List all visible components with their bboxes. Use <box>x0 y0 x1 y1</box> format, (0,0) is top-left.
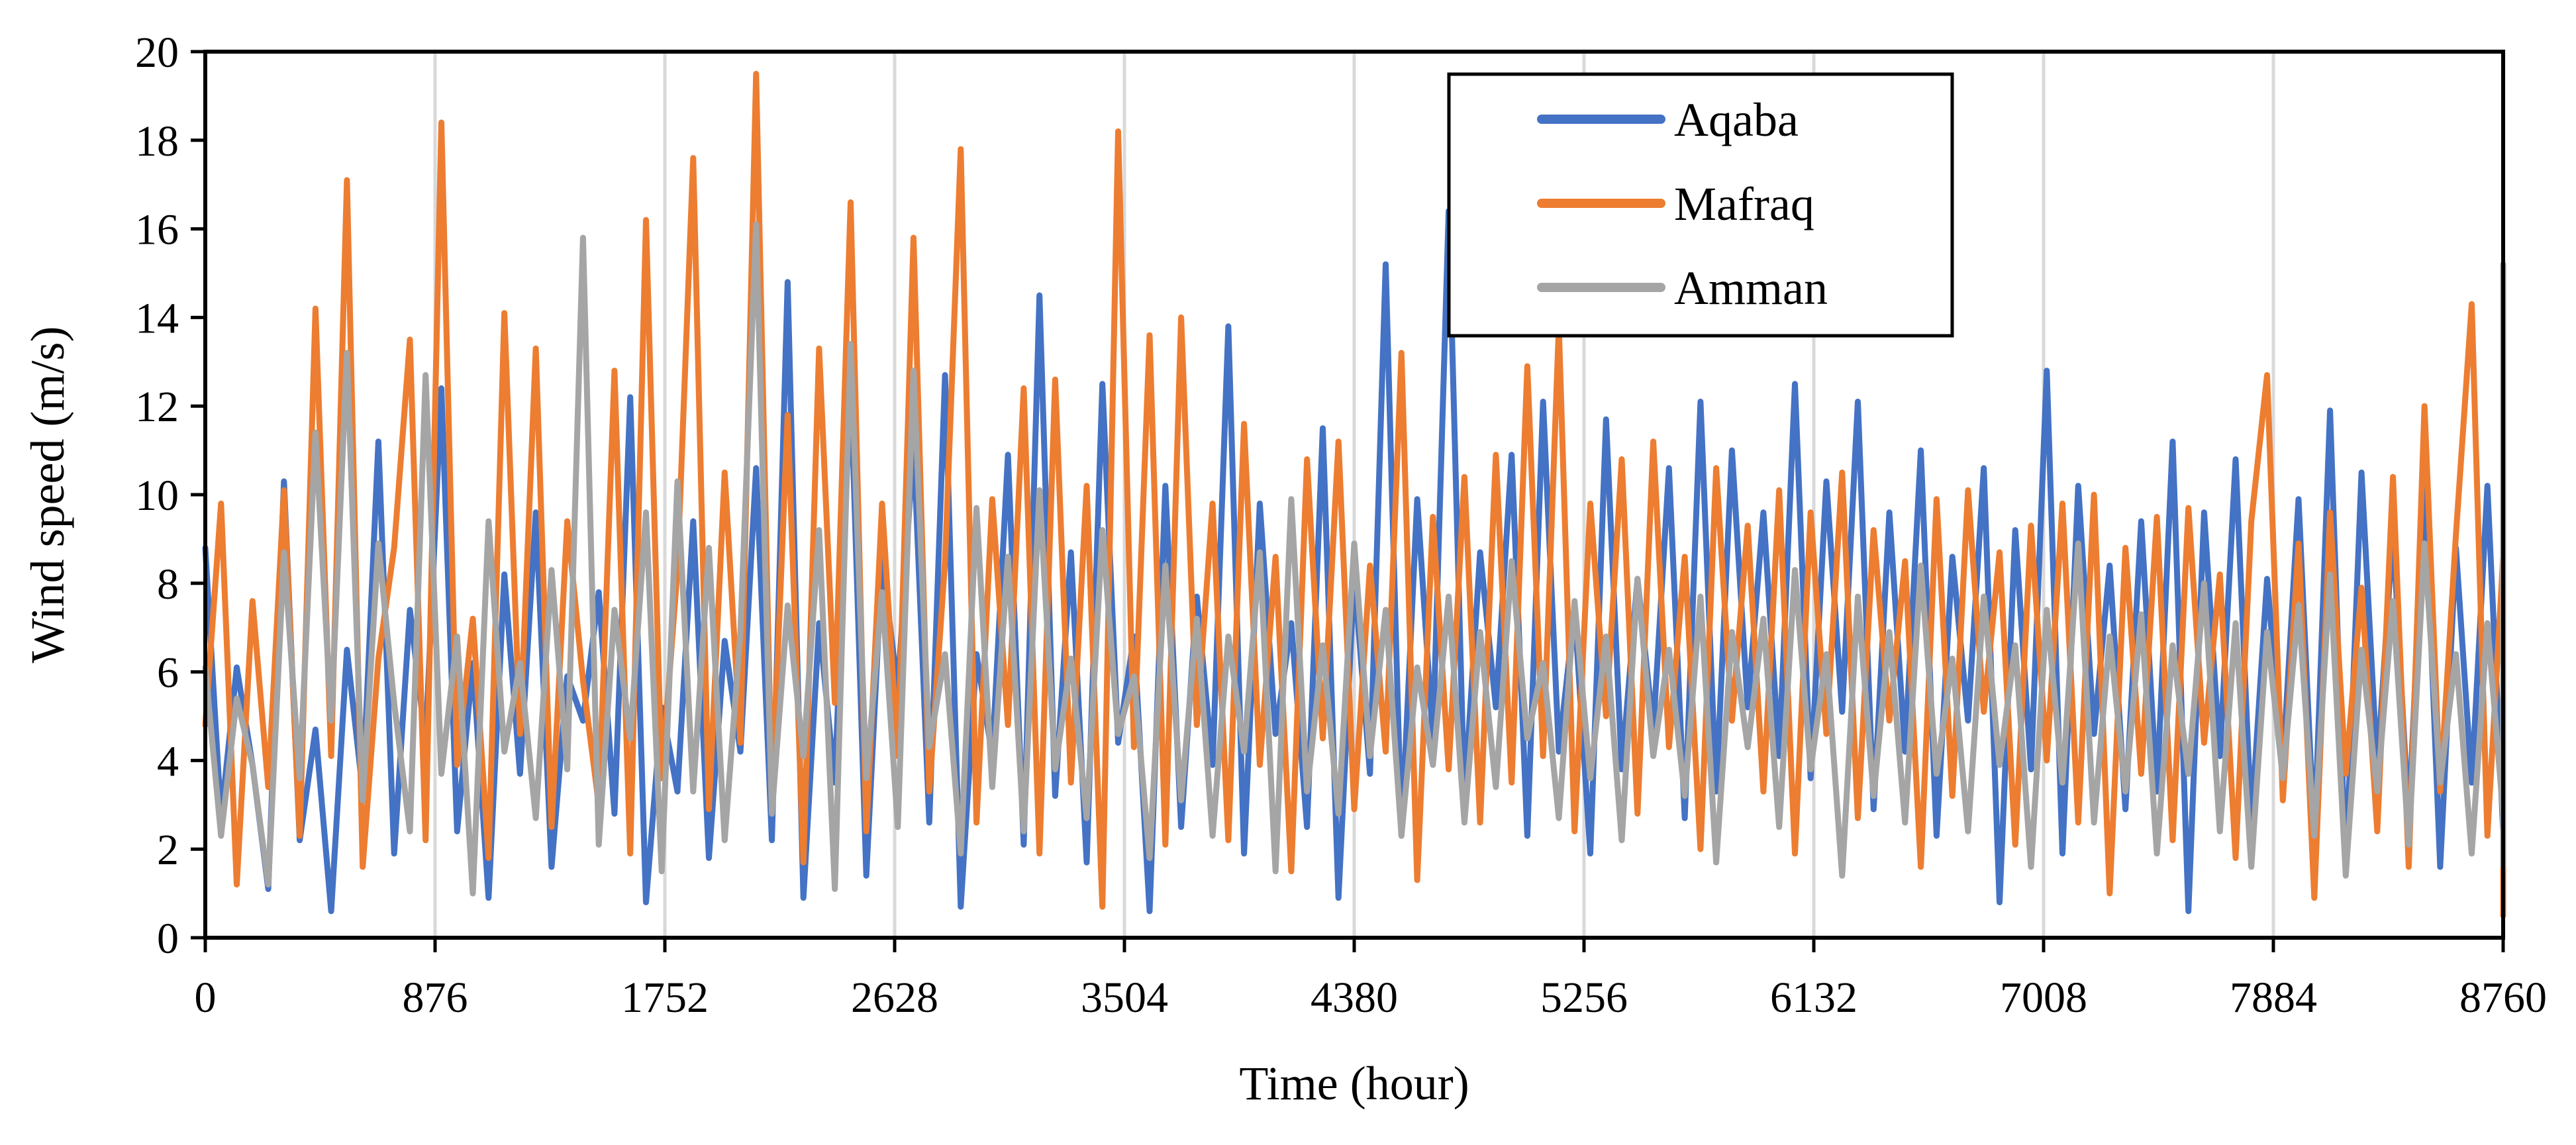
legend-label-mafraq: Mafraq <box>1674 177 1814 230</box>
legend-label-amman: Amman <box>1674 262 1828 315</box>
y-tick-label: 14 <box>135 294 179 342</box>
grid-lines <box>433 52 2275 938</box>
y-tick-label: 0 <box>157 915 179 963</box>
x-tick-label: 4380 <box>1311 973 1398 1022</box>
x-tick-label: 3504 <box>1081 973 1168 1022</box>
series-lines <box>202 71 2506 919</box>
y-tick-label: 10 <box>135 472 179 520</box>
x-tick-label: 0 <box>195 973 217 1022</box>
x-axis-title: Time (hour) <box>1239 1057 1469 1110</box>
x-tick-label: 876 <box>403 973 468 1022</box>
legend-box <box>1447 72 1954 338</box>
series-line-amman <box>202 221 2506 897</box>
axis-ticks: 0 876 1752 2628 3504 4380 5256 6132 7008 7884 8760… <box>135 28 2547 1022</box>
y-tick-label: 20 <box>135 28 179 77</box>
x-tick-label: 7884 <box>2230 973 2317 1022</box>
y-tick-label: 18 <box>135 117 179 166</box>
x-tick-label: 2628 <box>851 973 938 1022</box>
y-tick-label: 4 <box>157 737 179 785</box>
y-tick-label: 16 <box>135 206 179 254</box>
x-tick-label: 1752 <box>621 973 709 1022</box>
legend-label-aqaba: Aqaba <box>1674 93 1799 146</box>
y-tick-label: 12 <box>135 383 179 431</box>
x-tick-label: 7008 <box>2000 973 2087 1022</box>
y-tick-label: 2 <box>157 826 179 874</box>
x-tick-label: 5256 <box>1540 973 1628 1022</box>
x-tick-label: 8760 <box>2459 973 2547 1022</box>
y-tick-label: 6 <box>157 649 179 697</box>
y-tick-label: 8 <box>157 560 179 609</box>
y-axis-title: Wind speed (m/s) <box>21 326 74 664</box>
legend: Aqaba Mafraq Amman <box>1447 72 1954 338</box>
x-tick-label: 6132 <box>1770 973 1858 1022</box>
